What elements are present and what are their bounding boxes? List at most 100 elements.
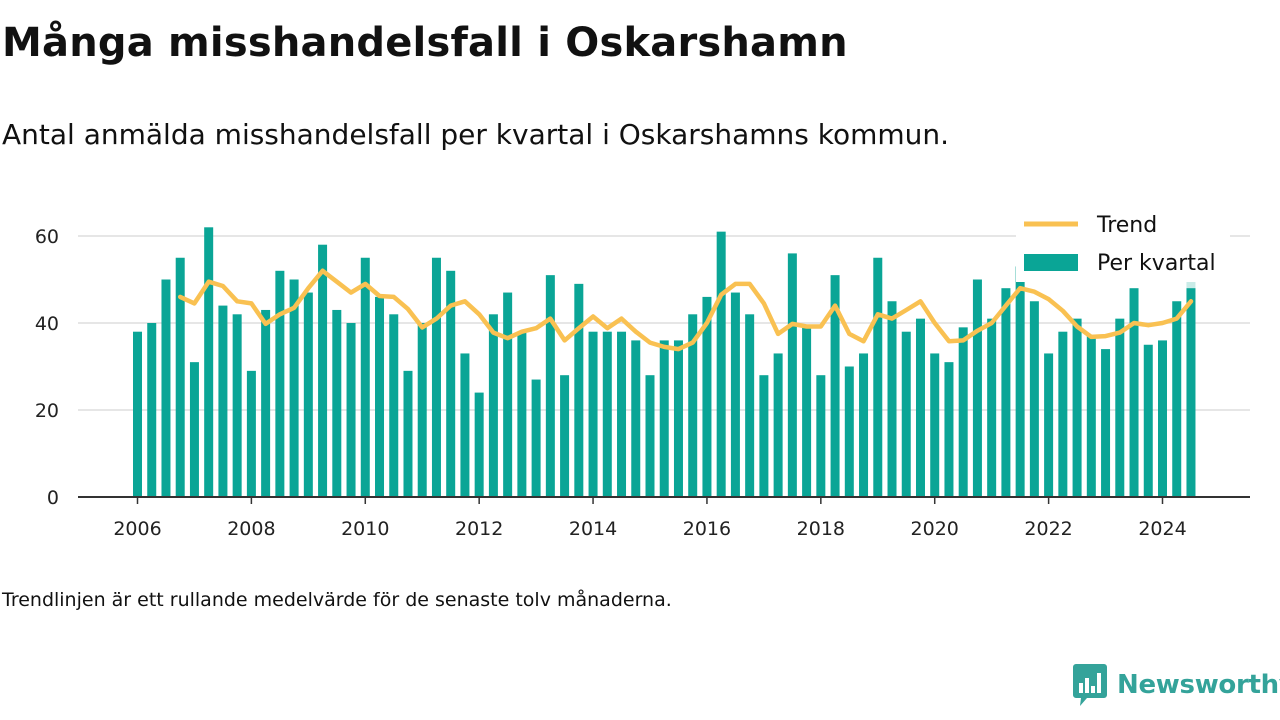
legend-label-bars: Per kvartal [1097,251,1216,276]
bar [859,353,869,497]
bar [417,323,427,497]
bar [232,314,242,497]
bar [175,257,185,497]
bar [275,270,285,497]
x-tick-label: 2022 [1024,518,1072,540]
trend-line [177,268,1194,352]
bar [531,379,541,497]
bar [1158,340,1167,497]
bar [787,253,797,497]
brand-name: Newsworthy [1117,670,1280,700]
bars [133,227,1196,498]
bar [659,340,669,497]
newsworthy-logo[interactable]: Newsworthy [1073,664,1280,706]
y-tick-label: 60 [35,226,59,248]
bar [545,275,555,497]
bar [1129,288,1139,497]
legend: Trend Per kvartal [1016,206,1230,282]
bar [289,279,299,497]
bar [1101,349,1111,497]
bar [446,270,456,497]
bar [645,375,655,497]
bar-confirmed-part [1186,288,1196,497]
bar [688,314,698,497]
y-tick-label: 40 [35,313,59,335]
y-tick-label: 0 [47,487,59,509]
bar [830,275,840,497]
chart-title: Många misshandelsfall i Oskarshamn [2,20,848,66]
bar [915,318,925,497]
bar [218,305,228,497]
bar [816,375,826,497]
legend-swatch-bars [1024,254,1078,271]
bar [560,375,570,497]
bar [802,327,812,497]
bar [602,331,612,497]
x-tick-label: 2006 [113,518,161,540]
bar [261,309,271,497]
bar [673,340,683,497]
legend-label-trend: Trend [1096,213,1157,238]
x-tick-label: 2024 [1138,518,1186,540]
bar [745,314,755,497]
bar [1058,331,1068,497]
bar [1115,318,1125,497]
bar [1072,318,1082,497]
axes: 0 20 40 60 2006 2008 2010 2012 2014 2016 2018 2020 2… [35,226,1250,540]
bar-chart: 0 20 40 60 2006 2008 2010 2012 2014 2016 2018 2020 2… [34,206,1250,540]
bar [1044,353,1054,497]
bar [346,323,356,497]
bar [588,331,598,497]
newsworthy-bar-chart-icon [1073,664,1107,706]
footnote: Trendlinjen är ett rullande medelvärde f… [2,589,672,611]
x-tick-label: 2016 [683,518,731,540]
bar [1086,336,1096,497]
bar [617,331,627,497]
bar [189,362,199,497]
bar [332,309,342,497]
bar [460,353,470,497]
bar [958,327,968,497]
bar [1029,301,1039,497]
x-tick-label: 2012 [455,518,503,540]
bar [360,257,370,497]
bar [517,331,527,497]
bar [488,314,498,497]
bar [702,296,712,497]
bar [1143,344,1153,497]
bar [574,283,584,497]
x-tick-label: 2020 [911,518,959,540]
bar [759,375,769,497]
bar [730,292,740,497]
bar [403,370,413,497]
bar [303,292,313,497]
bar [773,353,783,497]
x-tick-label: 2018 [797,518,845,540]
bar [133,331,142,497]
bar [318,244,328,497]
bar [987,318,997,497]
x-tick-label: 2014 [569,518,617,540]
bar [930,353,940,497]
bar [161,279,171,497]
chart-subtitle: Antal anmälda misshandelsfall per kvarta… [2,118,950,151]
bar [431,257,441,497]
x-tick-label: 2008 [227,518,275,540]
x-tick-label: 2010 [341,518,389,540]
bar [1001,288,1011,497]
bar [503,292,513,497]
bar [1015,266,1025,497]
bar [873,257,883,497]
bar [887,301,897,497]
bar [631,340,641,497]
bar [844,366,854,497]
bar [204,227,214,498]
y-tick-label: 20 [35,400,59,422]
bar [389,314,399,497]
bar [944,362,954,497]
bar [246,370,256,497]
trend-line-group [177,268,1194,352]
bar [147,323,157,497]
bar [972,279,982,497]
bar [716,231,726,497]
